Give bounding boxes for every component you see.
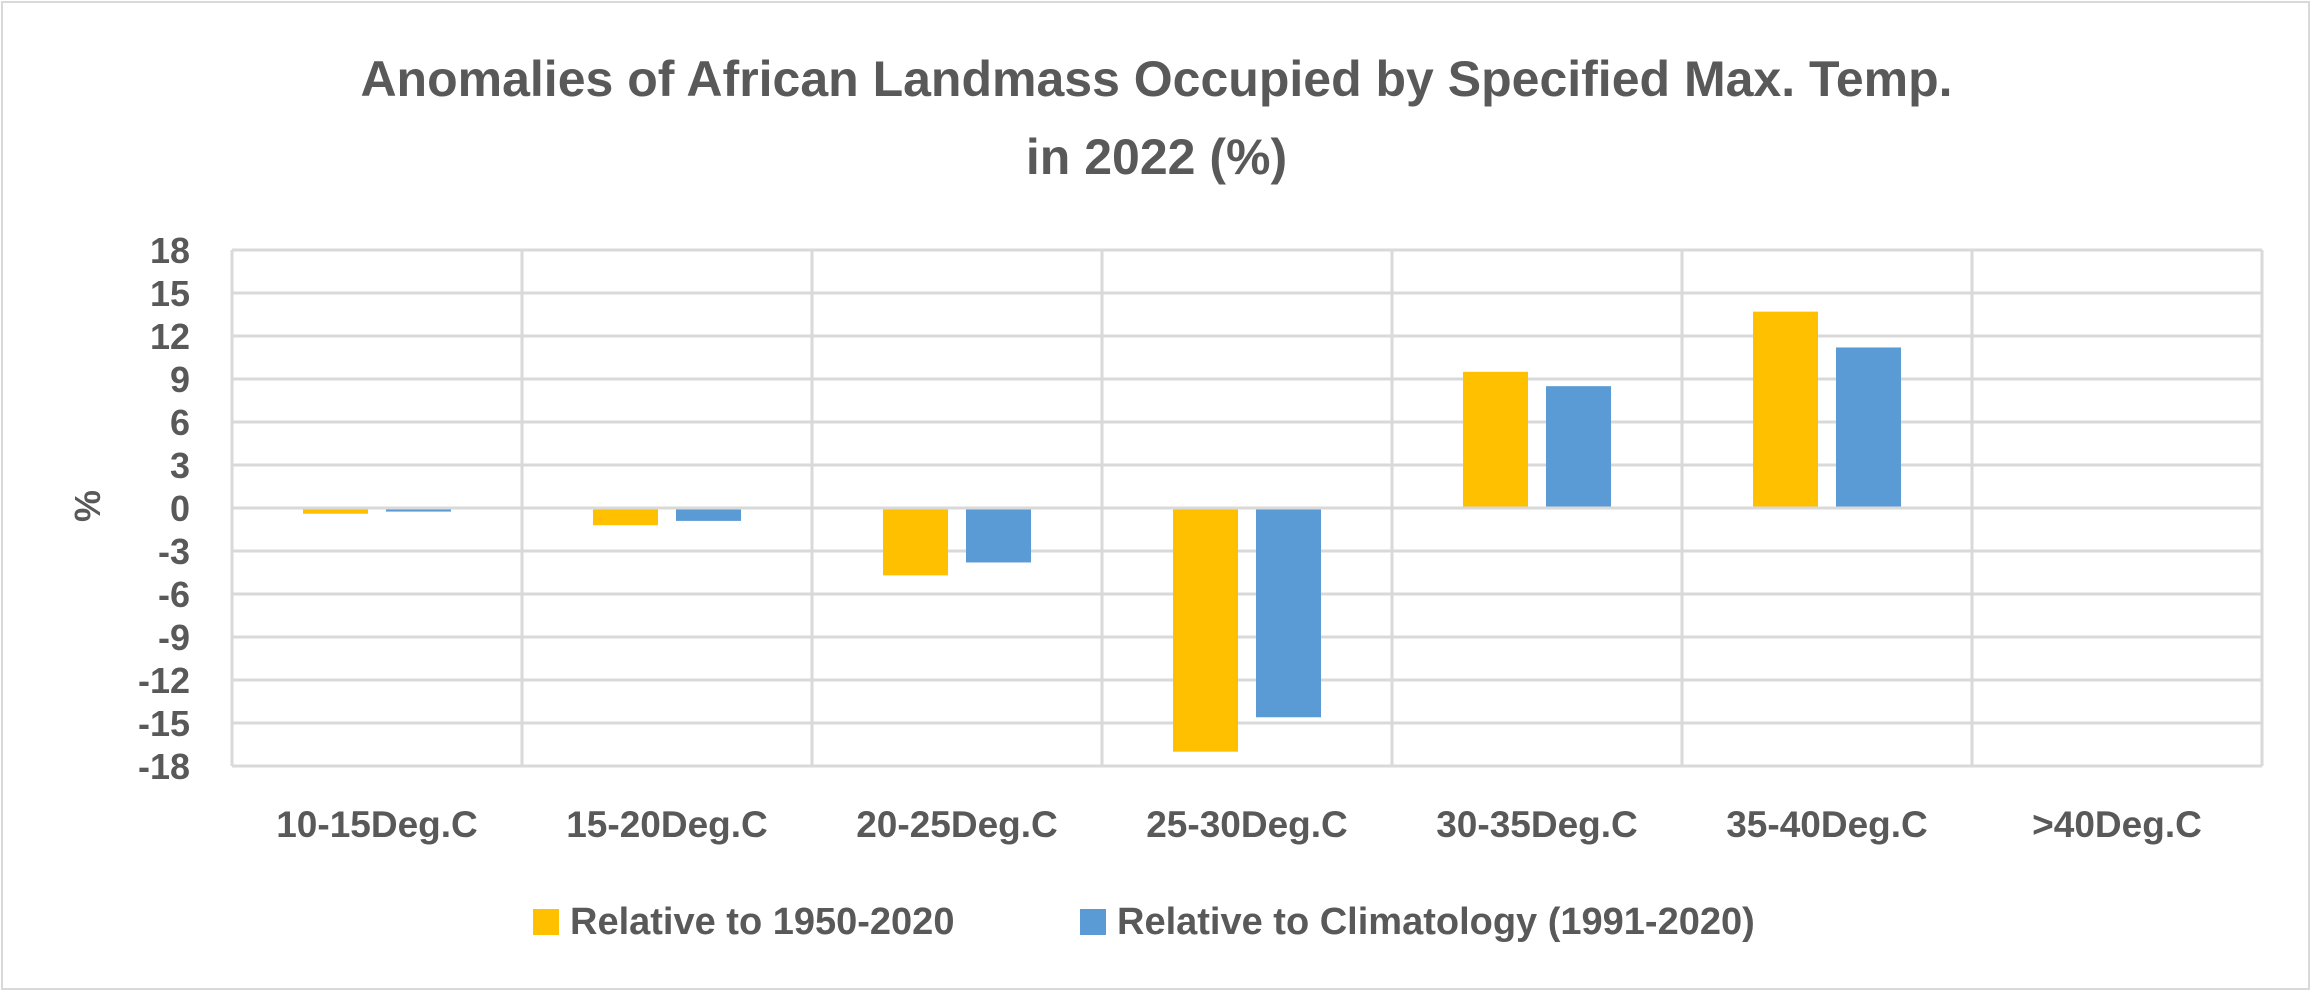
- bar: [386, 508, 451, 512]
- x-axis-categories: 10-15Deg.C 15-20Deg.C 20-25Deg.C 25-30Deg.C…: [276, 804, 2202, 845]
- bar: [1546, 386, 1611, 508]
- y-tick-label: -12: [138, 660, 190, 701]
- bar: [1753, 311, 1818, 508]
- y-tick-label: 12: [150, 316, 190, 357]
- y-tick-label: 15: [150, 273, 190, 314]
- x-category-label: 35-40Deg.C: [1726, 804, 1928, 845]
- bar: [303, 508, 368, 514]
- y-tick-label: -9: [158, 617, 190, 658]
- bar: [1256, 508, 1321, 718]
- legend: Relative to 1950-2020 Relative to Climato…: [533, 901, 1755, 943]
- chart-title-line-2: in 2022 (%): [1025, 129, 1288, 185]
- legend-swatch: [533, 909, 559, 935]
- bar: [1836, 347, 1901, 508]
- bar: [1463, 371, 1528, 508]
- x-category-label: 15-20Deg.C: [566, 804, 768, 845]
- bar: [883, 508, 948, 576]
- y-tick-label: 3: [170, 445, 190, 486]
- y-tick-label: 18: [150, 230, 190, 271]
- y-tick-label: 0: [170, 488, 190, 529]
- y-tick-label: -18: [138, 746, 190, 787]
- chart-title: Anomalies of African Landmass Occupied b…: [0, 40, 2313, 196]
- y-tick-label: 9: [170, 359, 190, 400]
- bars: [232, 311, 2262, 752]
- y-axis-label: %: [67, 490, 108, 522]
- x-category-label: 20-25Deg.C: [856, 804, 1058, 845]
- y-tick-label: 6: [170, 402, 190, 443]
- bar: [1173, 508, 1238, 752]
- bar: [593, 508, 658, 526]
- x-category-label: >40Deg.C: [2032, 804, 2202, 845]
- x-category-label: 25-30Deg.C: [1146, 804, 1348, 845]
- bar: [966, 508, 1031, 563]
- legend-swatch: [1080, 909, 1106, 935]
- y-tick-label: -3: [158, 531, 190, 572]
- x-category-label: 30-35Deg.C: [1436, 804, 1638, 845]
- legend-label: Relative to 1950-2020: [570, 901, 954, 943]
- bar: [676, 508, 741, 521]
- y-tick-label: -6: [158, 574, 190, 615]
- x-category-label: 10-15Deg.C: [276, 804, 478, 845]
- chart-title-line-1: Anomalies of African Landmass Occupied b…: [360, 51, 1953, 107]
- legend-label: Relative to Climatology (1991-2020): [1117, 901, 1755, 943]
- y-tick-label: -15: [138, 703, 190, 744]
